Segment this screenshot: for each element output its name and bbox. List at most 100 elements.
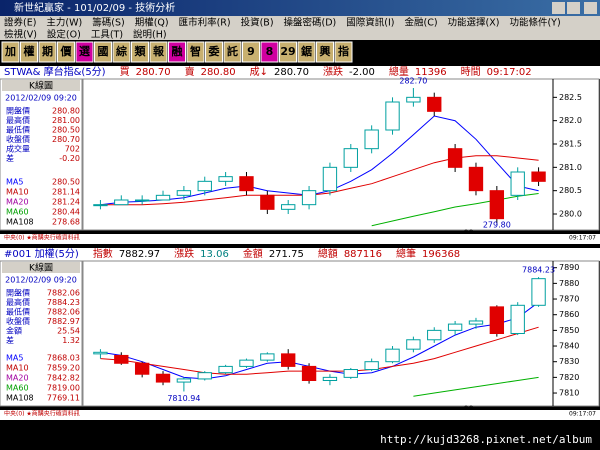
- menu-item[interactable]: 期權(Q): [135, 17, 169, 29]
- status-time: 09:17:07: [569, 235, 596, 242]
- menu-item[interactable]: 檢視(V): [4, 29, 37, 41]
- header-item: 賣: [185, 65, 195, 78]
- ma-label: MA5: [6, 178, 23, 187]
- y-tick-label: 7860: [559, 310, 579, 319]
- header-item: 總額: [318, 247, 338, 260]
- candle-body: [197, 372, 212, 380]
- info-panel: [0, 260, 83, 407]
- maximize-button[interactable]: [567, 2, 580, 14]
- menu-item[interactable]: 金融(C): [404, 17, 437, 29]
- y-tick-label: 7850: [559, 326, 579, 335]
- y-tick-label: 280.5: [559, 186, 582, 195]
- toolbar-button[interactable]: [1, 41, 20, 63]
- candle-body: [510, 171, 525, 196]
- candle-body: [281, 353, 296, 367]
- toolbar-button[interactable]: [297, 41, 316, 63]
- menu-item[interactable]: 籌碼(S): [92, 17, 124, 29]
- header-item: 漲跌: [323, 65, 343, 78]
- minimize-button[interactable]: [552, 2, 565, 14]
- toolbar-label: 興: [320, 44, 331, 58]
- info-title-box: [2, 80, 80, 91]
- header-item: 買: [120, 66, 130, 78]
- toolbar-button[interactable]: [334, 41, 353, 63]
- candle-body: [260, 194, 275, 210]
- candle-body: [447, 323, 463, 331]
- toolbar-button[interactable]: [316, 41, 334, 63]
- info-title-box: [2, 262, 80, 273]
- candle-body: [531, 278, 546, 306]
- toolbar-button[interactable]: [279, 41, 297, 63]
- window-title: 新世紀贏家 - 101/02/09 - 技術分析: [14, 1, 175, 14]
- toolbar-button[interactable]: [168, 41, 186, 63]
- menu-item[interactable]: 設定(O): [47, 29, 81, 41]
- toolbar-button[interactable]: [149, 41, 168, 63]
- ma-label: MA20: [6, 374, 29, 383]
- ma-line: [100, 326, 539, 375]
- menu-item[interactable]: 功能條件(Y): [509, 17, 560, 29]
- toolbar-button[interactable]: [20, 41, 38, 63]
- low-label: 7810.94: [167, 394, 200, 403]
- info-label: 最高價: [6, 115, 30, 125]
- menu-item[interactable]: 證券(E): [4, 17, 36, 29]
- toolbar-button[interactable]: [186, 41, 205, 63]
- header-item: 196368: [422, 249, 460, 260]
- ma-value: 281.14: [52, 188, 80, 197]
- toolbar-button[interactable]: [112, 41, 131, 63]
- toolbar-label: 融: [172, 44, 183, 58]
- menu-item[interactable]: 主力(W): [46, 17, 82, 29]
- candle-body: [218, 365, 233, 374]
- info-label: 收盤價: [6, 316, 30, 326]
- header-item: 271.75: [269, 249, 304, 260]
- info-value: 1.32: [62, 336, 80, 345]
- header-item: 11396: [415, 67, 447, 78]
- y-tick-label: 282.0: [559, 116, 582, 125]
- toolbar-button[interactable]: [57, 41, 75, 63]
- toolbar-button[interactable]: [38, 41, 57, 63]
- info-label: 差: [6, 153, 14, 163]
- info-label: 最低價: [6, 125, 30, 135]
- header-item: STWA& 摩台指&(5分): [4, 65, 106, 78]
- candle-body: [489, 306, 505, 335]
- info-value: 280.70: [52, 135, 80, 144]
- toolbar-button[interactable]: [94, 41, 112, 63]
- candle-body: [427, 96, 442, 112]
- menu-item[interactable]: 說明(H): [133, 29, 167, 41]
- header-item: #001 加權(5分): [4, 247, 79, 260]
- menu-item[interactable]: 操盤密碼(D): [284, 17, 337, 29]
- ma-label: MA108: [6, 218, 34, 227]
- menu-item[interactable]: 匯市利率(R): [179, 17, 231, 29]
- toolbar-button[interactable]: [75, 41, 94, 63]
- ma-value: 281.24: [52, 198, 80, 207]
- header-item: 09:17:02: [487, 67, 532, 78]
- panel-header: [0, 248, 600, 261]
- x-label: 09: [463, 229, 473, 238]
- info-label: 最高價: [6, 297, 30, 307]
- info-label: 開盤價: [6, 288, 30, 298]
- info-time: 2012/02/09 09:20: [5, 276, 77, 285]
- candle-body: [427, 329, 442, 341]
- ma-label: MA5: [6, 354, 23, 363]
- toolbar-label: 期: [42, 44, 53, 58]
- candle-body: [176, 378, 192, 383]
- info-label: 開盤價: [6, 106, 30, 116]
- menu-item[interactable]: 工具(T): [91, 30, 123, 41]
- header-item: -2.00: [349, 67, 375, 78]
- y-tick-label: 282.5: [559, 93, 582, 102]
- info-time: 2012/02/09 09:20: [5, 94, 77, 103]
- toolbar-button[interactable]: [223, 41, 242, 63]
- close-button[interactable]: [584, 2, 597, 14]
- menu-item[interactable]: 投資(B): [241, 17, 274, 29]
- toolbar-button[interactable]: [131, 41, 149, 63]
- menu-item[interactable]: 功能選擇(X): [448, 17, 500, 29]
- toolbar-button[interactable]: [242, 41, 260, 63]
- candle-body: [364, 129, 379, 150]
- menu-item[interactable]: 國際資訊(I): [346, 17, 394, 29]
- toolbar-button[interactable]: [205, 41, 223, 63]
- ma-value: 7859.20: [47, 364, 80, 373]
- toolbar-button[interactable]: [260, 41, 279, 63]
- candle-body: [176, 190, 192, 196]
- ma-value: 280.50: [52, 178, 80, 187]
- ma-value: 7842.82: [47, 374, 80, 383]
- info-label: 差: [6, 335, 14, 345]
